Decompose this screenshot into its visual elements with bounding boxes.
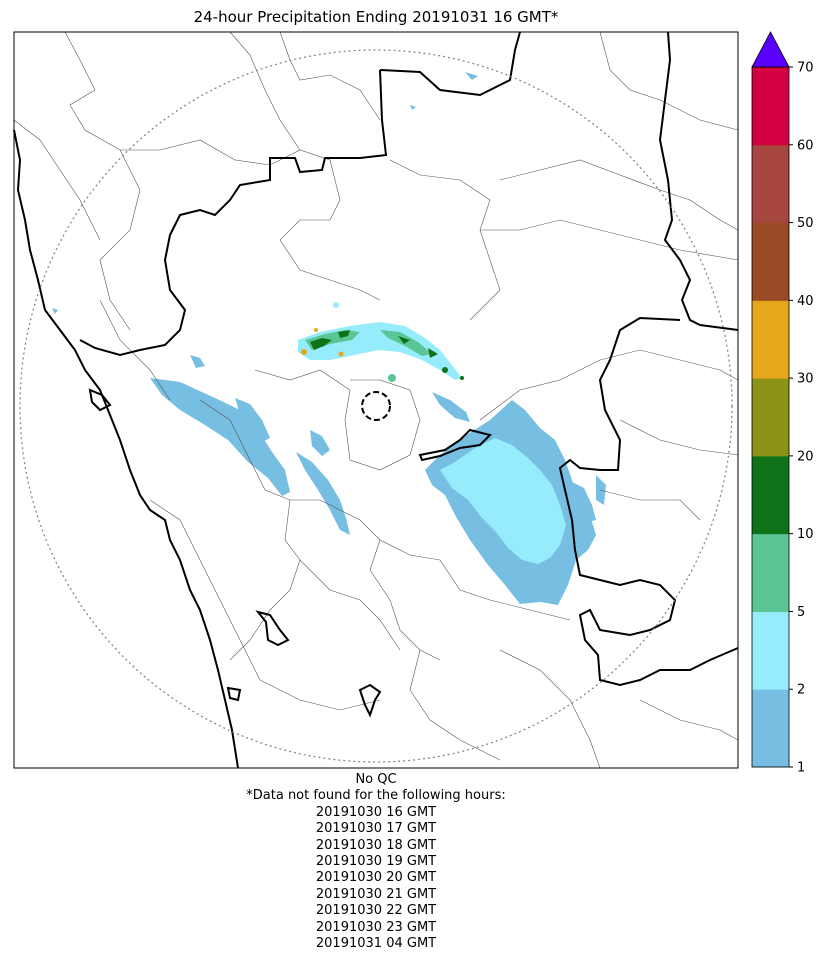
map-title: 24-hour Precipitation Ending 20191031 16… [193, 8, 559, 26]
colorbar-bin [752, 222, 789, 301]
colorbar-tick-label: 40 [797, 294, 814, 309]
precip-cell-moderate [333, 302, 339, 308]
state-boundary [255, 610, 290, 647]
colorbar-bin [752, 67, 789, 146]
colorbar-bin [752, 378, 789, 457]
state-boundary [79, 69, 388, 357]
colorbar-ticks: 1 2 5 10 20 30 40 50 60 70 [789, 61, 814, 776]
precip-cell-moderate [388, 374, 396, 382]
missing-data-header: *Data not found for the following hours: [246, 788, 506, 804]
admin-boundaries [13, 31, 739, 769]
colorbar-tick-label: 70 [797, 61, 814, 76]
colorbar-tick-label: 20 [797, 449, 814, 464]
precip-cell-intense [314, 328, 318, 332]
state-boundary [558, 316, 739, 687]
colorbar-tick-label: 60 [797, 138, 814, 153]
precip-area-heavy [398, 336, 410, 344]
colorbar-bin [752, 533, 789, 612]
colorbar-tick-label: 2 [797, 683, 805, 698]
colorbar-bins [752, 67, 789, 768]
precip-area-light [465, 72, 478, 80]
national-state-boundaries [13, 31, 739, 769]
map-frame [14, 32, 738, 768]
precip-area-heavy [310, 338, 332, 350]
state-boundary [88, 388, 112, 412]
colorbar-bin [752, 144, 789, 224]
precip-area-light [572, 482, 596, 522]
map-border [13, 31, 739, 769]
missing-hour: 20191031 04 GMT [315, 936, 437, 952]
precip-cell-moderate [460, 376, 464, 380]
precip-area-moderate [380, 330, 432, 356]
colorbar-bin [752, 455, 789, 535]
radar-range-ring [19, 49, 733, 763]
state-boundary [379, 31, 521, 97]
state-boundary [418, 428, 492, 462]
colorbar-over-arrow [751, 31, 790, 68]
colorbar-tick-label: 5 [797, 605, 805, 620]
colorbar-tick-label: 30 [797, 372, 814, 387]
colorbar-tick-label: 10 [797, 527, 814, 542]
qc-note: No QC [355, 772, 397, 787]
colorbar-tick-label: 50 [797, 216, 814, 231]
precip-cell-moderate [442, 367, 448, 373]
colorbar-tick-label: 1 [797, 761, 805, 776]
missing-hour: 20191030 17 GMT [315, 821, 437, 837]
precip-area-light [310, 430, 330, 456]
missing-hour: 20191030 20 GMT [315, 870, 437, 886]
state-boundary [358, 683, 382, 718]
state-boundary [658, 31, 739, 331]
precip-cell-intense [301, 349, 307, 355]
precip-area-medium [440, 438, 566, 564]
precip-area-light [150, 378, 290, 496]
precipitation-fields [52, 72, 606, 605]
precip-area-heavy [428, 348, 438, 358]
precip-area-light [235, 398, 270, 442]
radar-site-marker [361, 391, 391, 421]
precip-area-light [190, 355, 205, 368]
state-boundary [226, 686, 242, 702]
precip-area-heavy [338, 330, 350, 338]
precip-area-light [52, 308, 58, 314]
colorbar-bin [752, 300, 789, 379]
missing-hour: 20191030 21 GMT [315, 886, 437, 902]
colorbar-bin [752, 689, 789, 768]
colorbar-bin [752, 611, 789, 690]
precip-area-light [296, 452, 350, 535]
missing-hour: 20191030 18 GMT [315, 837, 437, 853]
coastline [13, 129, 239, 769]
colorbar-border [751, 66, 790, 768]
footnotes: No QC *Data not found for the following … [14, 772, 738, 952]
missing-hour: 20191030 23 GMT [315, 919, 437, 935]
missing-hour: 20191030 16 GMT [315, 804, 437, 820]
precip-area-light [432, 392, 470, 422]
precip-cell-intense [338, 351, 344, 357]
missing-hour: 20191030 22 GMT [315, 903, 437, 919]
precip-area-light [410, 105, 416, 110]
missing-hour: 20191030 19 GMT [315, 854, 437, 870]
